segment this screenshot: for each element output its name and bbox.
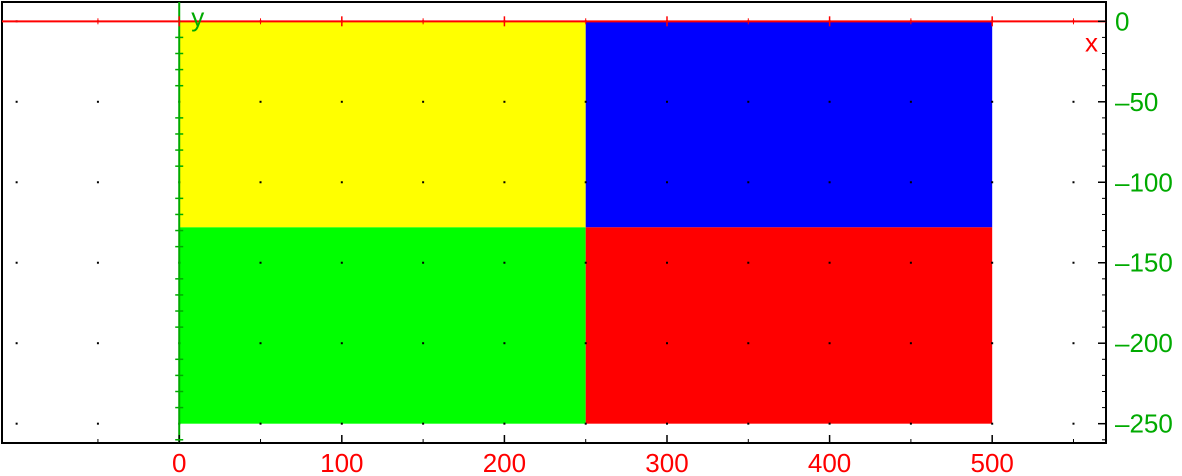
plot-frame (1, 1, 1107, 444)
grid-dot (503, 422, 506, 425)
grid-dot (259, 342, 262, 345)
grid-dot (96, 261, 99, 264)
tick-labels: 0 100 200 300 400 500 0 –50 –100 –150 –200 –250 (172, 6, 1173, 476)
grid-dot (747, 422, 750, 425)
grid-dot (340, 261, 343, 264)
grid-dot (666, 261, 669, 264)
grid-dot (340, 100, 343, 103)
x-tick-label: 500 (970, 448, 1013, 476)
x-tick-label: 400 (808, 448, 851, 476)
grid-dot (259, 422, 262, 425)
grid-dot (1072, 181, 1075, 184)
grid-dot (909, 100, 912, 103)
grid-dot (828, 261, 831, 264)
grid-dot (340, 422, 343, 425)
grid-dot (15, 261, 18, 264)
grid-dot (503, 100, 506, 103)
grid-dot (340, 181, 343, 184)
grid-dot (1072, 422, 1075, 425)
grid-dot (15, 100, 18, 103)
grid-dot (991, 422, 994, 425)
grid-dot (584, 181, 587, 184)
grid-dot (1072, 342, 1075, 345)
grid-dot (1072, 261, 1075, 264)
y-tick-label: –200 (1115, 328, 1173, 358)
grid-dot (747, 100, 750, 103)
grid-dot (422, 342, 425, 345)
grid-dot (828, 342, 831, 345)
grid-dot (503, 261, 506, 264)
grid-dot (666, 422, 669, 425)
x-tick-label: 200 (483, 448, 526, 476)
grid-dot (584, 100, 587, 103)
grid-dot (422, 100, 425, 103)
red-block (585, 227, 993, 424)
grid-dot (96, 422, 99, 425)
green-block (179, 227, 586, 424)
grid-dot (666, 181, 669, 184)
grid-dot (340, 342, 343, 345)
grid-dot (828, 181, 831, 184)
grid-dot (584, 422, 587, 425)
axes: x y (2, 2, 1106, 443)
grid-dot (15, 422, 18, 425)
blue-block (585, 21, 993, 228)
x-axis-label: x (1085, 27, 1098, 57)
y-tick-label: –150 (1115, 248, 1173, 278)
grid-dot (666, 342, 669, 345)
grid-dot (422, 181, 425, 184)
grid-dot (909, 261, 912, 264)
grid-dot (422, 422, 425, 425)
grid-dot (991, 342, 994, 345)
yellow-block (179, 21, 586, 228)
grid-dot (991, 261, 994, 264)
y-tick-label: –100 (1115, 167, 1173, 197)
y-tick-label: –250 (1115, 409, 1173, 439)
grid-dot (991, 100, 994, 103)
x-tick-label: 100 (320, 448, 363, 476)
grid-dot (15, 181, 18, 184)
grid-dot (828, 100, 831, 103)
y-tick-label: 0 (1115, 6, 1129, 36)
x-tick-label: 300 (645, 448, 688, 476)
grid-dot (666, 100, 669, 103)
grid-dot (96, 100, 99, 103)
cells-layer (179, 21, 993, 424)
grid-dot (909, 422, 912, 425)
grid-dot (909, 181, 912, 184)
grid-dot (991, 181, 994, 184)
grid-dot (909, 342, 912, 345)
grid-dot (503, 181, 506, 184)
grid-dot (584, 342, 587, 345)
grid-dot (584, 261, 587, 264)
grid-dot (828, 422, 831, 425)
grid-dot (747, 181, 750, 184)
ticks (97, 16, 1106, 443)
x-tick-label: 0 (172, 448, 186, 476)
grid-dot (259, 100, 262, 103)
grid-dot (503, 342, 506, 345)
y-axis-label: y (191, 2, 204, 32)
y-tick-label: –50 (1115, 87, 1158, 117)
grid-dot (96, 342, 99, 345)
grid-dot (747, 342, 750, 345)
grid-dot (1072, 100, 1075, 103)
grid-dot (259, 181, 262, 184)
grid-dot (422, 261, 425, 264)
grid-dot (15, 342, 18, 345)
grid-dot (96, 181, 99, 184)
grid-dot (259, 261, 262, 264)
grid-dot (747, 261, 750, 264)
